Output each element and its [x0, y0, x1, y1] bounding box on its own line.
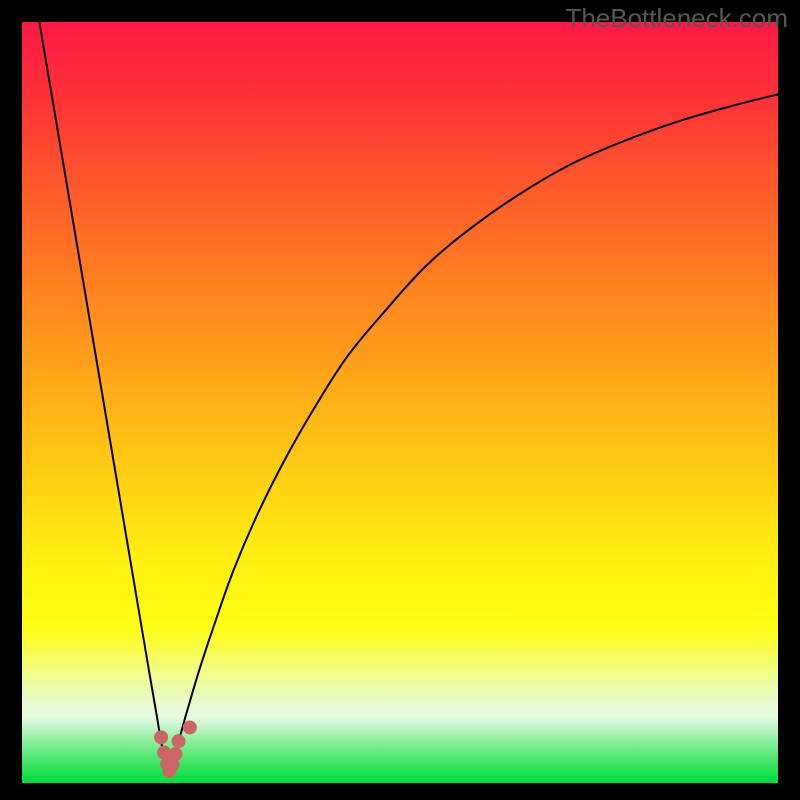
- marker-point: [171, 734, 185, 748]
- plot-area: [22, 22, 778, 783]
- marker-point: [183, 720, 197, 734]
- marker-point: [154, 730, 168, 744]
- marker-point: [168, 747, 182, 761]
- gradient-background: [22, 22, 778, 783]
- watermark-text: TheBottleneck.com: [565, 3, 788, 34]
- plot-svg: [22, 22, 778, 783]
- chart-container: TheBottleneck.com: [0, 0, 800, 800]
